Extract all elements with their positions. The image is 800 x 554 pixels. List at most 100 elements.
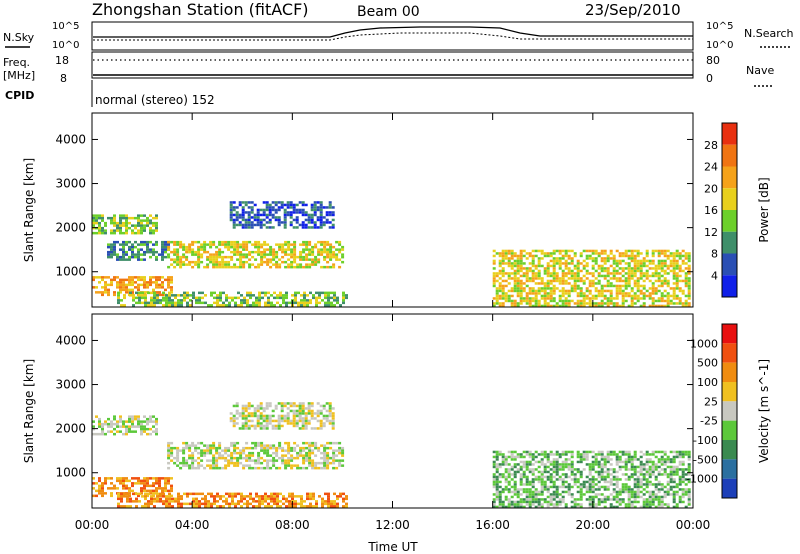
data-cell [290, 446, 294, 450]
data-cell [687, 503, 691, 506]
data-cell [186, 294, 189, 297]
data-cell [624, 465, 628, 469]
data-cell [630, 257, 634, 260]
data-cell [543, 463, 547, 466]
data-cell [567, 294, 571, 298]
data-cell [308, 243, 312, 246]
data-cell [327, 505, 330, 508]
data-cell [660, 458, 664, 461]
data-cell [191, 454, 195, 457]
data-cell [495, 302, 499, 305]
data-cell [227, 454, 231, 457]
data-cell [164, 245, 167, 249]
data-cell [140, 231, 143, 235]
data-cell [146, 250, 149, 254]
data-cell [293, 245, 297, 249]
data-cell [280, 414, 284, 418]
data-cell [540, 289, 544, 293]
data-cell [155, 243, 158, 246]
data-cell [267, 299, 270, 302]
data-cell [243, 495, 246, 498]
data-cell [540, 498, 544, 501]
nsky-trace [93, 26, 693, 38]
data-cell [182, 253, 186, 256]
data-cell [132, 304, 135, 307]
data-cell [501, 287, 505, 290]
data-cell [272, 263, 276, 266]
data-cell [600, 455, 604, 459]
data-cell [237, 291, 240, 295]
data-cell [167, 255, 171, 259]
data-cell [531, 257, 535, 260]
colorbar-swatch [722, 420, 737, 440]
data-cell [558, 465, 562, 469]
data-cell [135, 500, 138, 503]
data-cell [331, 407, 335, 410]
data-cell [239, 258, 243, 261]
data-cell [242, 248, 246, 251]
data-cell [316, 427, 320, 430]
data-cell [318, 296, 321, 300]
data-cell [326, 456, 330, 460]
data-cell [543, 470, 547, 474]
data-cell [579, 302, 583, 305]
data-cell [298, 414, 302, 418]
data-cell [609, 468, 613, 471]
data-cell [633, 490, 637, 494]
data-cell [582, 299, 586, 303]
data-cell [621, 460, 625, 464]
data-cell [651, 287, 655, 290]
data-cell [639, 495, 643, 499]
data-cell [588, 450, 592, 454]
data-cell [274, 407, 278, 410]
data-cell [237, 502, 240, 506]
data-cell [525, 493, 529, 496]
data-cell [273, 291, 276, 295]
data-cell [663, 458, 667, 461]
data-cell [519, 505, 523, 509]
data-cell [492, 259, 496, 263]
data-cell [567, 458, 571, 461]
data-cell [594, 304, 598, 308]
data-cell [131, 231, 134, 235]
data-cell [555, 468, 559, 471]
data-cell [155, 281, 158, 284]
data-cell [113, 293, 116, 297]
data-cell [236, 243, 240, 246]
data-cell [597, 475, 601, 479]
data-cell [510, 267, 514, 270]
data-cell [639, 473, 643, 476]
data-cell [119, 224, 122, 227]
data-cell [657, 272, 661, 275]
data-cell [543, 284, 547, 288]
data-cell [618, 468, 622, 471]
data-cell [241, 427, 245, 430]
data-cell [116, 258, 119, 261]
data-cell [113, 484, 116, 488]
data-cell [519, 282, 523, 285]
data-cell [549, 495, 553, 499]
data-cell [507, 480, 511, 484]
data-cell [624, 254, 628, 258]
data-cell [272, 459, 276, 462]
data-cell [504, 475, 508, 479]
data-cell [316, 208, 320, 212]
data-cell [116, 221, 119, 225]
data-cell [618, 455, 622, 459]
data-cell [669, 302, 673, 305]
data-cell [280, 419, 284, 423]
nsearch-trace [93, 32, 693, 41]
data-cell [104, 482, 107, 485]
data-cell [339, 492, 342, 496]
data-cell [579, 299, 583, 303]
data-cell [585, 488, 589, 491]
freq-label-1: Freq. [3, 56, 30, 69]
data-cell [534, 264, 538, 268]
data-cell [282, 497, 285, 501]
data-cell [251, 263, 255, 266]
data-cell [123, 505, 126, 508]
data-cell [308, 258, 312, 261]
data-cell [137, 477, 140, 480]
data-cell [681, 478, 685, 481]
data-cell [305, 451, 309, 455]
